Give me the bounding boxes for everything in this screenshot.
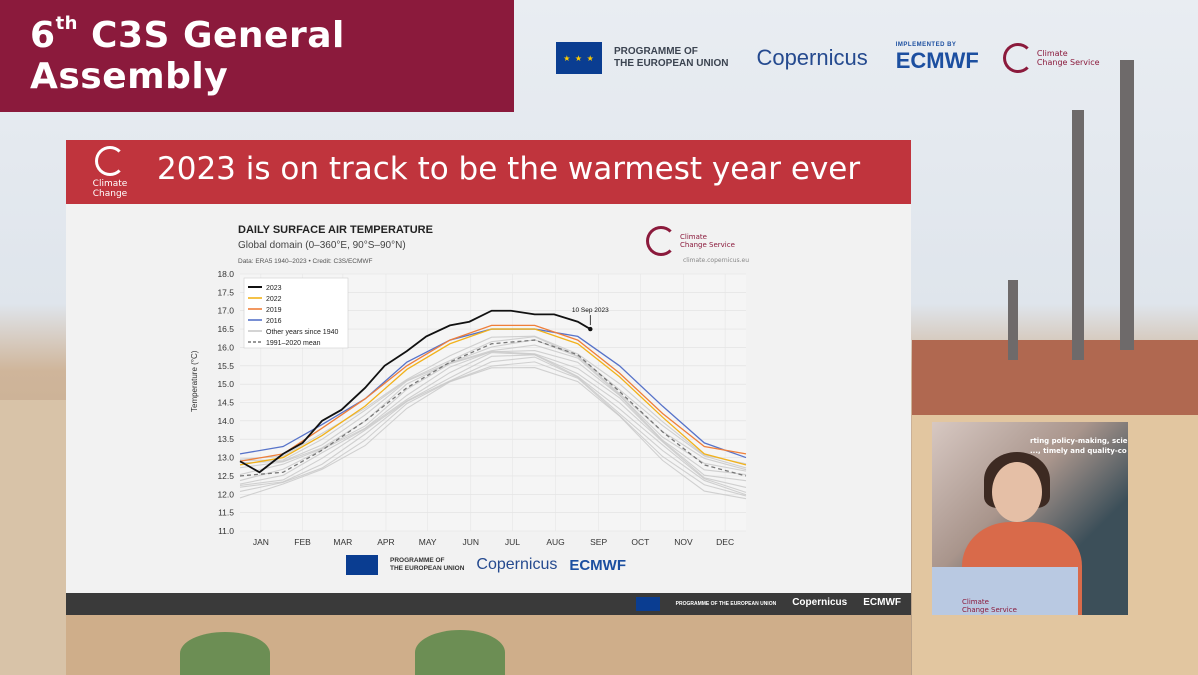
legend-label: 2019 xyxy=(266,307,282,314)
legend-label: 1991–2020 mean xyxy=(266,340,321,347)
series-line-other-years xyxy=(239,349,747,476)
presentation-slide: Climate Change 2023 is on track to be th… xyxy=(66,140,911,615)
speaker-video: rting policy-making, scie ..., timely an… xyxy=(932,422,1128,615)
y-tick-label: 16.0 xyxy=(217,342,234,352)
speaker-podium xyxy=(932,567,1078,615)
c3s-logo: Climate Change Service xyxy=(1002,43,1100,73)
annotation-label: 10 Sep 2023 xyxy=(572,307,609,314)
event-title: 6th C3S General Assembly xyxy=(30,13,345,97)
legend-box xyxy=(243,277,349,349)
background-spire-right xyxy=(1120,60,1134,350)
footer-programme: PROGRAMME OF THE EUROPEAN UNION xyxy=(675,601,777,607)
eu-programme-label: PROGRAMME OF THE EUROPEAN UNION xyxy=(390,557,465,572)
slide-footer: PROGRAMME OF THE EUROPEAN UNION Copernic… xyxy=(66,593,911,615)
series-line-other-years xyxy=(239,335,747,465)
eu-programme-label: PROGRAMME OF THE EUROPEAN UNION xyxy=(614,46,729,69)
x-tick-label: DEC xyxy=(716,537,734,547)
x-tick-label: JUN xyxy=(462,537,479,547)
background-spire-left xyxy=(1072,110,1084,360)
copernicus-logo: Copernicus xyxy=(476,556,558,573)
background-roof-right xyxy=(912,340,1198,420)
y-tick-label: 14.0 xyxy=(217,416,234,426)
y-tick-label: 12.0 xyxy=(217,489,234,499)
x-tick-label: AUG xyxy=(546,537,564,547)
c3s-circle-icon xyxy=(1002,43,1033,73)
series-line-other-years xyxy=(239,367,747,500)
x-tick-label: JUL xyxy=(505,537,520,547)
y-tick-label: 12.5 xyxy=(217,471,234,481)
ecmwf-logo: ECMWF xyxy=(569,556,626,574)
series-line-2022 xyxy=(239,328,747,466)
y-tick-label: 18.0 xyxy=(217,269,234,279)
y-tick-label: 17.5 xyxy=(217,287,234,297)
x-tick-label: JAN xyxy=(253,537,269,547)
background-trees xyxy=(180,632,270,675)
chart-subtitle: Global domain (0–360°E, 90°S–90°N) xyxy=(238,240,406,251)
x-tick-label: FEB xyxy=(294,537,311,547)
legend-label: 2023 xyxy=(266,285,282,292)
footer-ecmwf: ECMWF xyxy=(863,597,901,608)
y-tick-label: 11.0 xyxy=(218,526,234,536)
series-line-other-years xyxy=(239,361,747,497)
y-tick-label: 16.5 xyxy=(217,324,234,334)
chart-c3s-logo: Climate Change Service xyxy=(646,226,735,256)
slide-logo: Climate Change xyxy=(82,146,138,199)
temperature-chart: 11.0 11.5 12.0 12.5 13.0 13.5 14.0 14.5 15.0 15.5… xyxy=(217,269,747,547)
series-line-2019 xyxy=(239,324,747,462)
c3s-circle-icon xyxy=(646,226,676,256)
slide-header: Climate Change 2023 is on track to be th… xyxy=(66,140,911,204)
eu-flag-icon xyxy=(635,597,660,611)
event-banner: 6th C3S General Assembly xyxy=(0,0,514,112)
legend-label: 2022 xyxy=(266,296,282,303)
background-trees-2 xyxy=(415,630,505,675)
y-tick-label: 13.5 xyxy=(217,434,234,444)
x-tick-label: OCT xyxy=(631,537,649,547)
speaker-sign-text: rting policy-making, scie ..., timely an… xyxy=(1030,437,1128,455)
eu-flag-icon xyxy=(556,42,602,74)
x-tick-label: SEP xyxy=(590,537,607,547)
x-tick-label: MAY xyxy=(419,537,437,547)
series-line-other-years xyxy=(239,352,747,488)
chart-logo-url: climate.copernicus.eu xyxy=(683,257,750,264)
copernicus-logo: Copernicus xyxy=(756,45,868,70)
chart-title: DAILY SURFACE AIR TEMPERATURE xyxy=(238,224,433,236)
speaker-face xyxy=(992,462,1042,522)
background-spire-small xyxy=(1008,280,1018,360)
series-line-other-years xyxy=(239,344,747,472)
ecmwf-logo: IMPLEMENTED BY ECMWF xyxy=(895,42,979,73)
x-tick-label: MAR xyxy=(333,537,352,547)
annotation-point xyxy=(588,326,593,332)
series-line-other-years xyxy=(239,354,747,493)
chart-panel: DAILY SURFACE AIR TEMPERATURE Global dom… xyxy=(190,216,756,561)
series-line-2023 xyxy=(239,309,591,474)
legend-label: Other years since 1940 xyxy=(266,329,338,336)
podium-label: Climate Change Service xyxy=(962,598,1017,614)
eu-flag-icon xyxy=(346,555,378,575)
x-tick-label: NOV xyxy=(674,537,693,547)
y-tick-label: 15.0 xyxy=(217,379,234,389)
series-line-19912020mean xyxy=(239,339,747,477)
series-line-other-years xyxy=(239,356,747,496)
climate-change-icon xyxy=(95,146,125,176)
chart-credit: Data: ERA5 1940–2023 • Credit: C3S/ECMWF xyxy=(238,258,373,265)
sponsor-logos: PROGRAMME OF THE EUROPEAN UNION Copernic… xyxy=(556,38,1108,78)
legend-label: 2016 xyxy=(266,318,282,325)
x-tick-label: APR xyxy=(377,537,394,547)
y-tick-label: 13.0 xyxy=(217,453,234,463)
y-tick-label: 15.5 xyxy=(217,361,234,371)
slide-bottom-logos: PROGRAMME OF THE EUROPEAN UNION Copernic… xyxy=(346,555,626,575)
series-line-other-years xyxy=(239,336,747,469)
y-tick-label: 14.5 xyxy=(217,398,234,408)
background-building-left xyxy=(0,400,66,675)
y-tick-label: 17.0 xyxy=(217,306,234,316)
y-tick-label: 11.5 xyxy=(218,508,234,518)
slide-title: 2023 is on track to be the warmest year … xyxy=(157,151,861,187)
footer-copernicus: Copernicus xyxy=(792,597,848,608)
